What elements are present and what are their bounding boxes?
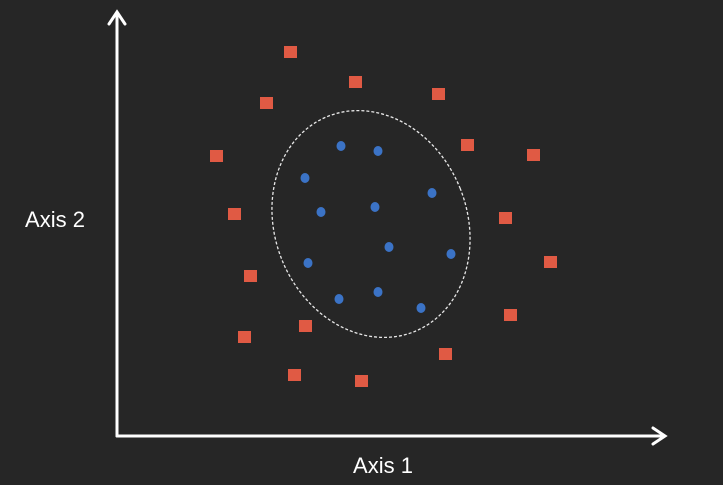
square [228, 208, 241, 220]
square [499, 212, 512, 224]
square [349, 76, 362, 88]
point [303, 258, 313, 268]
squares [210, 46, 557, 387]
y-arrow [107, 9, 127, 26]
square [288, 369, 301, 381]
square [461, 139, 474, 151]
square [210, 150, 223, 162]
square [284, 46, 297, 58]
cluster-boundary [271, 109, 471, 339]
points [300, 141, 456, 313]
point [373, 287, 383, 297]
square [439, 348, 452, 360]
y-axis-label: Axis 2 [25, 207, 85, 232]
square [355, 375, 368, 387]
point [373, 146, 383, 156]
square [432, 88, 445, 100]
point [300, 173, 310, 183]
point [334, 294, 344, 304]
point [384, 242, 394, 252]
point [416, 303, 426, 313]
point [446, 249, 456, 259]
square [260, 97, 273, 109]
square [244, 270, 257, 282]
point [370, 202, 380, 212]
square [527, 149, 540, 161]
point [336, 141, 346, 151]
x-axis-label: Axis 1 [353, 453, 413, 478]
axes [107, 9, 668, 446]
x-arrow [651, 426, 668, 446]
point [316, 207, 326, 217]
square [544, 256, 557, 268]
point [427, 188, 437, 198]
square [238, 331, 251, 343]
square [504, 309, 517, 321]
square [299, 320, 312, 332]
